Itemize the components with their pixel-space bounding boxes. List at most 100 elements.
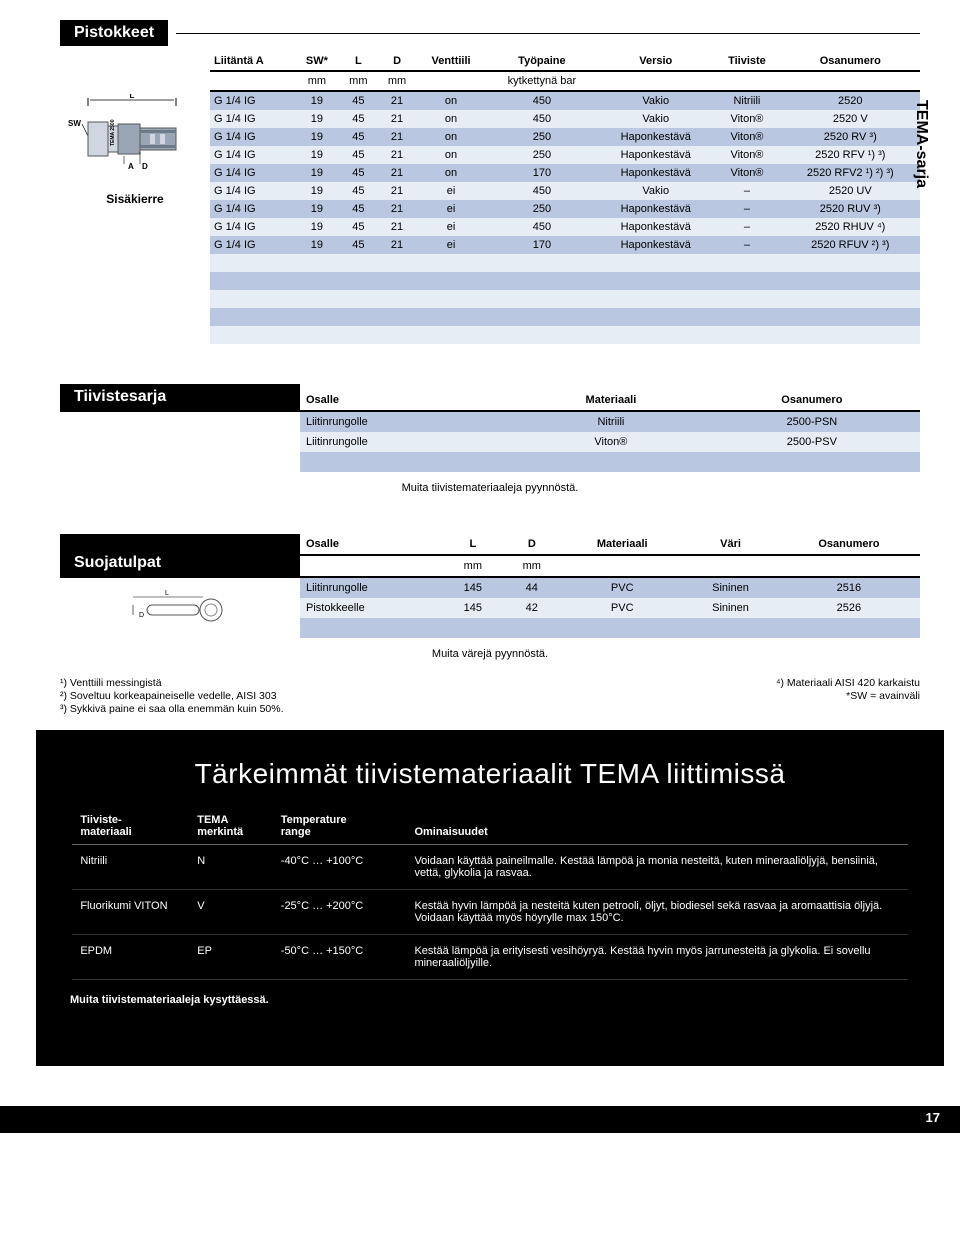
table-cell: Vakio: [598, 91, 713, 110]
table-cell: Haponkestävä: [598, 128, 713, 146]
materials-table: Tiiviste-materiaaliTEMAmerkintäTemperatu…: [72, 808, 907, 980]
table-cell: 2520 RFV ¹) ³): [781, 146, 920, 164]
table1-title: Pistokkeet: [60, 20, 168, 46]
table-cell: 170: [486, 236, 598, 254]
t3-header: Väri: [683, 534, 778, 555]
divider: [176, 33, 920, 34]
table-cell: on: [416, 128, 485, 146]
t1-header: Työpaine: [486, 52, 598, 71]
table-cell: Vakio: [598, 182, 713, 200]
svg-text:L: L: [165, 590, 169, 597]
table-cell: on: [416, 91, 485, 110]
tiivistesarja-table: Tiivistesarja Osalle Materiaali Osanumer…: [60, 384, 920, 472]
table-cell: Liitinrungolle: [300, 577, 443, 598]
pistokkeet-table: Liitäntä ASW*LDVenttiiliTyöpaineVersioTi…: [60, 52, 920, 344]
table-cell: -40°C … +100°C: [273, 845, 407, 890]
table3-note: Muita värejä pyynnöstä.: [60, 648, 920, 660]
table-cell: Nitriili: [72, 845, 189, 890]
table-cell: 19: [295, 200, 339, 218]
table2-note: Muita tiivistemateriaaleja pyynnöstä.: [60, 482, 920, 494]
table-cell: 21: [378, 91, 417, 110]
table-cell: on: [416, 146, 485, 164]
mat-header: Temperaturerange: [273, 808, 407, 845]
table-cell: 42: [502, 598, 561, 618]
t1-header: Liitäntä A: [210, 52, 295, 71]
suojatulpat-table: SuojatulpatOsalleLDMateriaaliVäriOsanume…: [60, 534, 920, 638]
table-cell: 2500-PSN: [704, 411, 920, 432]
table-cell: 19: [295, 218, 339, 236]
table-cell: G 1/4 IG: [210, 164, 295, 182]
t3-header: L: [443, 534, 502, 555]
table-cell: G 1/4 IG: [210, 236, 295, 254]
table-cell: Haponkestävä: [598, 146, 713, 164]
table-cell: –: [713, 236, 780, 254]
table-cell: G 1/4 IG: [210, 128, 295, 146]
table3-title: Suojatulpat: [60, 534, 300, 577]
mat-header: Ominaisuudet: [406, 808, 907, 845]
t1-header: L: [339, 52, 378, 71]
table-cell: 45: [339, 128, 378, 146]
table-cell: Viton®: [713, 146, 780, 164]
table-cell: 19: [295, 146, 339, 164]
table-cell: 45: [339, 164, 378, 182]
table-cell: 44: [502, 577, 561, 598]
table-cell: 450: [486, 91, 598, 110]
table-cell: V: [189, 890, 273, 935]
table-cell: Viton®: [713, 164, 780, 182]
table-cell: Kestää lämpöä ja erityisesti vesihöyryä.…: [406, 935, 907, 980]
table-cell: Viton®: [713, 110, 780, 128]
table-cell: 19: [295, 164, 339, 182]
table-cell: Haponkestävä: [598, 200, 713, 218]
table-cell: G 1/4 IG: [210, 91, 295, 110]
svg-text:A: A: [128, 162, 134, 171]
table-cell: 2520 RV ³): [781, 128, 920, 146]
t3-header: Materiaali: [561, 534, 683, 555]
table-cell: G 1/4 IG: [210, 218, 295, 236]
table-cell: -50°C … +150°C: [273, 935, 407, 980]
table-cell: 45: [339, 218, 378, 236]
table-cell: 45: [339, 91, 378, 110]
t1-header: D: [378, 52, 417, 71]
t1-header: Venttiili: [416, 52, 485, 71]
mat-header: TEMAmerkintä: [189, 808, 273, 845]
t1-header: Tiiviste: [713, 52, 780, 71]
table-cell: –: [713, 218, 780, 236]
table-cell: Kestää hyvin lämpöä ja nesteitä kuten pe…: [406, 890, 907, 935]
diagram-caption: Sisäkierre: [64, 192, 206, 206]
table-cell: 145: [443, 598, 502, 618]
footnotes: ¹) Venttiili messingistä²) Soveltuu kork…: [60, 676, 920, 716]
table-cell: on: [416, 110, 485, 128]
table-cell: 21: [378, 182, 417, 200]
table2-title: Tiivistesarja: [60, 384, 300, 411]
table-cell: 19: [295, 110, 339, 128]
table-cell: 21: [378, 218, 417, 236]
table-cell: -25°C … +200°C: [273, 890, 407, 935]
table-cell: Haponkestävä: [598, 164, 713, 182]
table-cell: 21: [378, 128, 417, 146]
svg-text:SW: SW: [68, 119, 81, 128]
t1-header: Osanumero: [781, 52, 920, 71]
svg-text:D: D: [139, 612, 144, 619]
table-cell: 170: [486, 164, 598, 182]
table-cell: EPDM: [72, 935, 189, 980]
svg-text:L: L: [130, 94, 135, 100]
materials-section: Tärkeimmät tiivistemateriaalit TEMA liit…: [36, 730, 944, 1066]
table-cell: 19: [295, 236, 339, 254]
table-cell: G 1/4 IG: [210, 110, 295, 128]
t3-header: Osalle: [300, 534, 443, 555]
table-cell: 45: [339, 146, 378, 164]
table-cell: Fluorikumi VITON: [72, 890, 189, 935]
table-cell: on: [416, 164, 485, 182]
table-cell: –: [713, 200, 780, 218]
table-cell: G 1/4 IG: [210, 200, 295, 218]
table-cell: 250: [486, 200, 598, 218]
table-cell: 2520 UV: [781, 182, 920, 200]
table-cell: PVC: [561, 598, 683, 618]
table-cell: 45: [339, 182, 378, 200]
table-cell: ei: [416, 236, 485, 254]
table-cell: 450: [486, 182, 598, 200]
col-osanumero: Osanumero: [704, 384, 920, 411]
materials-note: Muita tiivistemateriaaleja kysyttäessä.: [70, 994, 944, 1006]
table-cell: 450: [486, 218, 598, 236]
side-tab-label: TEMA-sarja: [912, 100, 930, 188]
